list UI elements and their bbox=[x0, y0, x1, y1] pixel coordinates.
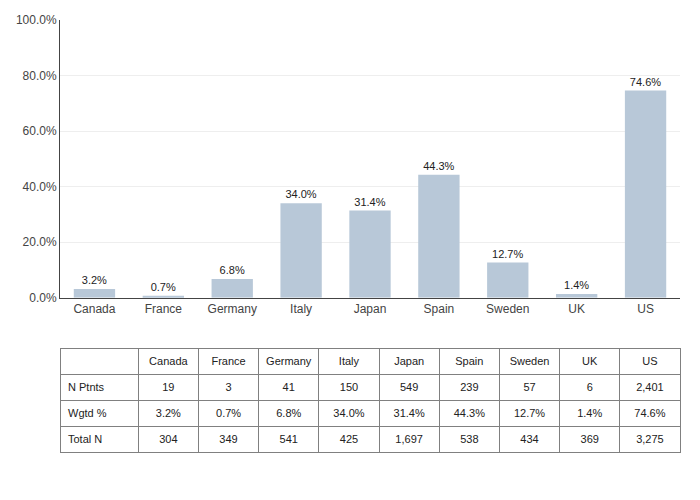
svg-text:Canada: Canada bbox=[149, 355, 188, 367]
svg-text:12.7%: 12.7% bbox=[492, 248, 523, 260]
svg-text:3.2%: 3.2% bbox=[156, 407, 181, 419]
svg-text:2,401: 2,401 bbox=[636, 381, 664, 393]
svg-text:434: 434 bbox=[520, 433, 538, 445]
svg-text:74.6%: 74.6% bbox=[630, 76, 661, 88]
svg-text:3,275: 3,275 bbox=[636, 433, 664, 445]
svg-text:Total N: Total N bbox=[68, 433, 102, 445]
svg-text:44.3%: 44.3% bbox=[454, 407, 485, 419]
svg-text:0.7%: 0.7% bbox=[151, 281, 176, 293]
svg-text:Germany: Germany bbox=[208, 302, 257, 316]
svg-text:N Ptnts: N Ptnts bbox=[68, 381, 105, 393]
svg-text:100.0%: 100.0% bbox=[16, 13, 57, 27]
svg-text:Spain: Spain bbox=[455, 355, 483, 367]
svg-text:Japan: Japan bbox=[354, 302, 387, 316]
svg-text:349: 349 bbox=[219, 433, 237, 445]
svg-text:Germany: Germany bbox=[266, 355, 312, 367]
svg-text:19: 19 bbox=[162, 381, 174, 393]
svg-text:239: 239 bbox=[460, 381, 478, 393]
svg-text:Italy: Italy bbox=[339, 355, 360, 367]
svg-text:34.0%: 34.0% bbox=[285, 188, 316, 200]
svg-text:41: 41 bbox=[283, 381, 295, 393]
svg-text:6.8%: 6.8% bbox=[220, 264, 245, 276]
svg-text:57: 57 bbox=[523, 381, 535, 393]
svg-text:538: 538 bbox=[460, 433, 478, 445]
svg-text:3: 3 bbox=[225, 381, 231, 393]
svg-text:6: 6 bbox=[587, 381, 593, 393]
svg-text:UK: UK bbox=[568, 302, 585, 316]
svg-text:34.0%: 34.0% bbox=[333, 407, 364, 419]
svg-text:Spain: Spain bbox=[424, 302, 455, 316]
svg-text:Wgtd %: Wgtd % bbox=[68, 407, 107, 419]
svg-text:France: France bbox=[145, 302, 183, 316]
svg-text:1.4%: 1.4% bbox=[564, 279, 589, 291]
svg-text:369: 369 bbox=[581, 433, 599, 445]
svg-text:Italy: Italy bbox=[290, 302, 312, 316]
svg-text:31.4%: 31.4% bbox=[354, 196, 385, 208]
svg-text:US: US bbox=[637, 302, 654, 316]
svg-text:549: 549 bbox=[400, 381, 418, 393]
svg-text:304: 304 bbox=[159, 433, 177, 445]
svg-text:60.0%: 60.0% bbox=[23, 124, 57, 138]
svg-text:425: 425 bbox=[340, 433, 358, 445]
svg-text:1.4%: 1.4% bbox=[577, 407, 602, 419]
svg-text:150: 150 bbox=[340, 381, 358, 393]
svg-text:Sweden: Sweden bbox=[510, 355, 550, 367]
svg-text:12.7%: 12.7% bbox=[514, 407, 545, 419]
svg-text:40.0%: 40.0% bbox=[23, 180, 57, 194]
svg-text:20.0%: 20.0% bbox=[23, 235, 57, 249]
svg-text:US: US bbox=[642, 355, 657, 367]
svg-text:44.3%: 44.3% bbox=[423, 160, 454, 172]
svg-text:80.0%: 80.0% bbox=[23, 69, 57, 83]
svg-text:Canada: Canada bbox=[73, 302, 115, 316]
svg-text:3.2%: 3.2% bbox=[82, 274, 107, 286]
svg-text:541: 541 bbox=[280, 433, 298, 445]
svg-text:Japan: Japan bbox=[394, 355, 424, 367]
svg-text:1,697: 1,697 bbox=[395, 433, 423, 445]
svg-text:0.0%: 0.0% bbox=[29, 291, 57, 305]
svg-text:Sweden: Sweden bbox=[486, 302, 529, 316]
svg-text:74.6%: 74.6% bbox=[634, 407, 665, 419]
svg-text:31.4%: 31.4% bbox=[394, 407, 425, 419]
svg-text:6.8%: 6.8% bbox=[276, 407, 301, 419]
svg-text:UK: UK bbox=[582, 355, 598, 367]
svg-text:0.7%: 0.7% bbox=[216, 407, 241, 419]
svg-text:France: France bbox=[211, 355, 245, 367]
